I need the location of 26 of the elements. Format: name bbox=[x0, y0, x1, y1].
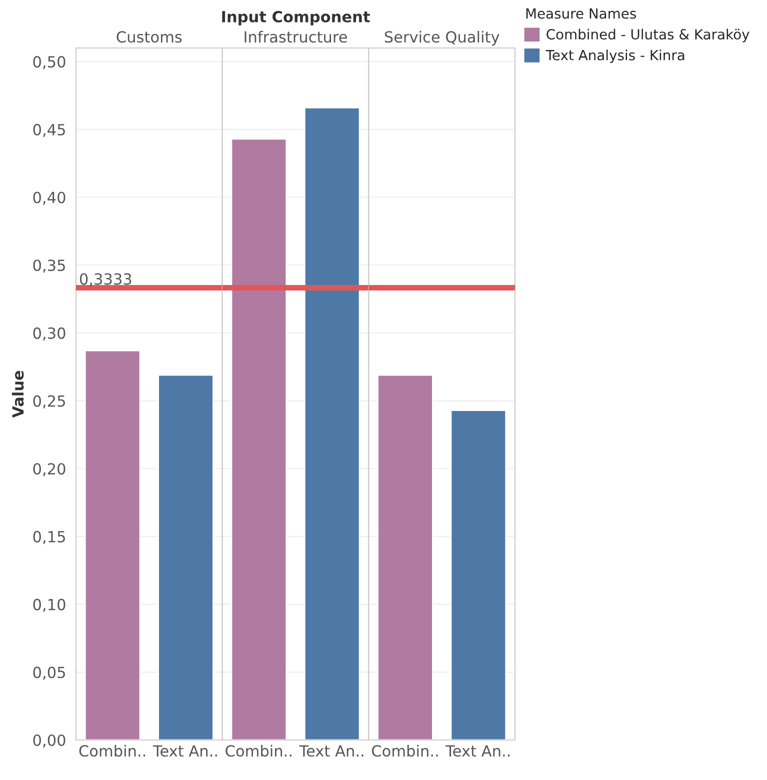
y-tick-label: 0,00 bbox=[33, 734, 66, 748]
x-tick-label: Text An.. bbox=[152, 745, 217, 757]
y-tick-label: 0,40 bbox=[33, 192, 66, 205]
x-tick-label: Combin.. bbox=[79, 744, 146, 757]
y-tick-label: 0,10 bbox=[33, 598, 66, 612]
legend-title: Measure Names bbox=[526, 8, 636, 19]
y-tick-label: 0,35 bbox=[33, 260, 65, 273]
chart-title: Customs bbox=[116, 31, 182, 43]
x-tick-label: Combin.. bbox=[372, 744, 438, 757]
text: Input Component bbox=[222, 10, 370, 26]
y-axis-title: Value bbox=[12, 370, 24, 418]
y-tick-label: 0,05 bbox=[33, 666, 65, 680]
x-tick-label: Text An.. bbox=[446, 745, 510, 757]
y-tick-label: 0,50 bbox=[33, 56, 66, 70]
ref-line-label: 0,3333 bbox=[80, 273, 132, 286]
legend-label: Text Analysis - Kinra bbox=[546, 50, 684, 64]
y-tick-label: 0,45 bbox=[33, 124, 65, 137]
y-tick-label: 0,15 bbox=[33, 530, 65, 544]
x-tick-label: Combin.. bbox=[226, 744, 292, 757]
y-tick-label: 0,25 bbox=[33, 395, 65, 408]
chart-title: Infrastructure bbox=[244, 30, 347, 43]
legend-label: Combined - Ulutas & Karaköy bbox=[546, 28, 750, 42]
y-tick-label: 0,20 bbox=[33, 463, 66, 476]
chart-title: Service Quality bbox=[384, 30, 500, 46]
y-tick-label: 0,30 bbox=[33, 327, 66, 341]
x-tick-label: Text An.. bbox=[299, 745, 364, 757]
